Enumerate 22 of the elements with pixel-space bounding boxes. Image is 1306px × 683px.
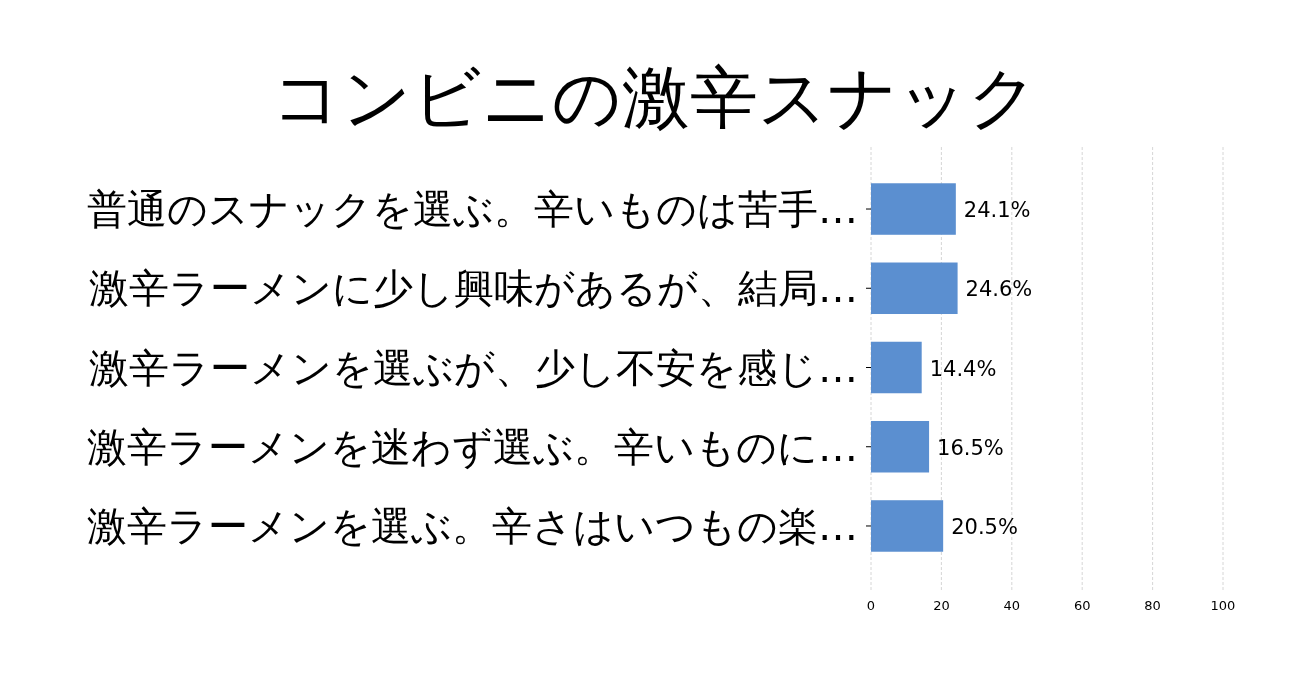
bar bbox=[871, 183, 956, 235]
data-label: 14.4% bbox=[929, 356, 997, 381]
y-tick-label: 普通のスナックを選ぶ。辛いものは苦手… bbox=[87, 186, 858, 233]
data-label: 24.6% bbox=[965, 277, 1033, 302]
x-tick-label: 0 bbox=[866, 598, 876, 613]
data-label: 24.1% bbox=[963, 198, 1031, 223]
x-tick-label: 80 bbox=[1144, 598, 1161, 613]
bar bbox=[871, 420, 930, 473]
bar bbox=[871, 500, 944, 552]
x-tick-label: 60 bbox=[1073, 598, 1091, 613]
x-tick-label: 20 bbox=[933, 598, 950, 613]
data-label: 16.5% bbox=[937, 435, 1004, 460]
y-tick-label: 激辛ラーメンに少し興味があるが、結局… bbox=[89, 265, 858, 312]
y-tick-label: 激辛ラーメンを選ぶ。辛さはいつもの楽… bbox=[87, 502, 858, 549]
bar bbox=[871, 341, 922, 394]
y-tick-label: 激辛ラーメンを迷わず選ぶ。辛いものに… bbox=[87, 423, 858, 470]
x-tick-label: 100 bbox=[1210, 598, 1236, 613]
y-tick-label: 激辛ラーメンを選ぶが、少し不安を感じ… bbox=[89, 344, 858, 391]
data-label: 20.5% bbox=[951, 514, 1018, 539]
bar bbox=[871, 262, 958, 315]
chart-title: コンビニの激辛スナック bbox=[272, 58, 1038, 137]
x-tick-label: 40 bbox=[1003, 598, 1021, 613]
